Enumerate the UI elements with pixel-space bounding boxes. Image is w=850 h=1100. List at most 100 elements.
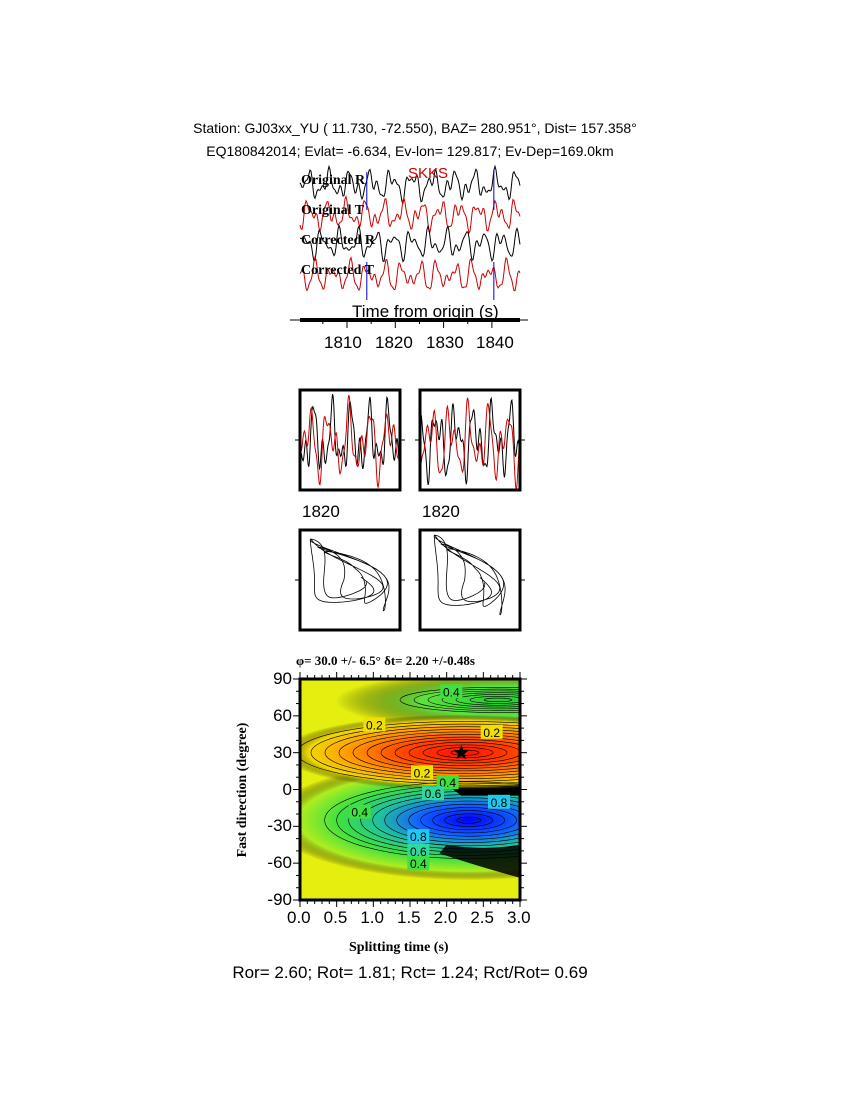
contour-line [372,794,520,847]
contour-line [338,728,520,777]
contour-line [324,726,520,779]
grid-xtick-label: 1.5 [397,908,421,927]
trace-xtick: 1820 [375,333,413,352]
contour-label: 0.8 [491,796,508,810]
grid-ytick-label: -60 [267,853,292,873]
contour-label-bg [407,856,430,871]
particle-motion-original [295,528,405,632]
contour-line [336,784,520,856]
trace-corrected-t [299,255,521,292]
contour-line [380,736,520,769]
contour-label: 0.2 [414,766,431,780]
contour-label-bg [488,794,510,809]
particle-motion-path [309,538,390,612]
grid-ytick-label: 90 [273,669,292,688]
grid-ylabel: Fast direction (degree) [235,722,250,858]
contour-line [310,723,520,782]
contour-line [300,721,520,785]
slow-component-trace [419,397,521,490]
waveform-panel-tick: 1820 [422,502,460,521]
contour-label-bg [407,829,430,844]
ratios-footer: Ror= 2.60; Rot= 1.81; Rct= 1.24; Rct/Rot… [232,963,588,982]
contour-line [399,686,520,713]
particle-motion-path [433,534,506,616]
contour-label: 0.4 [443,685,460,699]
contour-label-bg [363,717,386,732]
black-band-lower [439,844,520,878]
grid-ytick-label: 30 [273,742,292,762]
contour-line [444,813,493,827]
contour-line [394,739,520,766]
particle-motion-corrected [415,528,525,632]
trace-xtick: 1810 [324,333,362,352]
trace-xtick: 1840 [476,333,514,352]
contour-line [408,741,520,764]
contour-line [360,791,520,850]
contour-label-bg [348,804,371,819]
grid-xtick-label: 2.5 [470,908,494,927]
contour-label-bg [411,765,433,780]
contour-line [420,807,517,834]
contour-line [469,695,520,704]
contour-label: 0.8 [410,830,427,844]
contour-label-bg [440,684,463,699]
contour-line [483,697,513,702]
contour-label: 0.2 [366,718,383,732]
trace-original-r [299,164,521,204]
panel-frame [298,528,402,632]
trace-label-original-r: Original R [301,173,366,188]
contour-line [384,797,520,843]
contour-line [456,816,481,824]
grid-xtick-label: 2.0 [433,908,458,927]
grid-xtick-label: 0.0 [287,908,311,927]
contour-line [427,690,520,710]
grid-xtick-label: 1.0 [360,908,384,927]
grid-xtick-label: 3.0 [507,908,531,927]
trace-xtick: 1830 [426,333,464,352]
contour-line [422,744,508,761]
waveform-panel-corrected [415,388,525,492]
contour-line [352,731,520,774]
best-fit-star-icon [453,744,469,760]
grid-xtick-label: 0.5 [323,908,348,927]
trace-label-corrected-t: Corrected T [301,263,374,278]
contour-line [408,803,520,837]
contour-line [441,692,520,708]
trace-label-original-t: Original T [301,203,365,218]
contour-label: 0.6 [410,845,427,859]
contour-line [413,688,520,711]
grid-title: φ= 30.0 +/- 6.5° δt= 2.20 +/-0.48s [296,653,475,668]
contour-label: 0.6 [425,787,442,801]
contour-line [324,781,520,859]
grid-ytick-label: 60 [273,705,292,725]
grid-xlabel: Splitting time (s) [349,940,449,955]
waveform-panel-original [295,388,405,492]
phase-label: SKKS [408,165,449,182]
contour-label: 0.4 [351,806,368,820]
contour-label-bg [422,786,444,801]
contour-line [432,810,505,831]
trace-label-corrected-r: Corrected R [301,233,375,248]
contour-line [366,734,520,772]
waveform-panel-tick: 1820 [302,502,340,521]
contour-line [348,787,520,853]
contour-label-bg [407,843,430,858]
station-line: Station: GJ03xx_YU ( 11.730, -72.550), B… [193,120,637,136]
contour-label-bg [436,775,459,790]
trace-original-t [299,194,521,235]
maximum-region-red [300,714,520,791]
grid-ytick-label: -90 [267,890,292,909]
grid-ytick-label: -30 [267,816,292,836]
grid-ytick-label: 0 [282,779,292,799]
contour-line [455,694,520,706]
trace-corrected-r [299,223,521,263]
event-line: EQ180842014; Evlat= -6.634, Ev-lon= 129.… [206,143,614,159]
trace-xlabel: Time from origin (s) [352,302,499,321]
slow-component-trace [299,394,401,489]
contour-label-bg [480,724,503,739]
energy-grid: 0.40.20.20.20.40.60.80.40.80.60.4 [300,679,520,900]
contour-label: 0.2 [483,726,500,740]
contour-line [396,800,520,840]
